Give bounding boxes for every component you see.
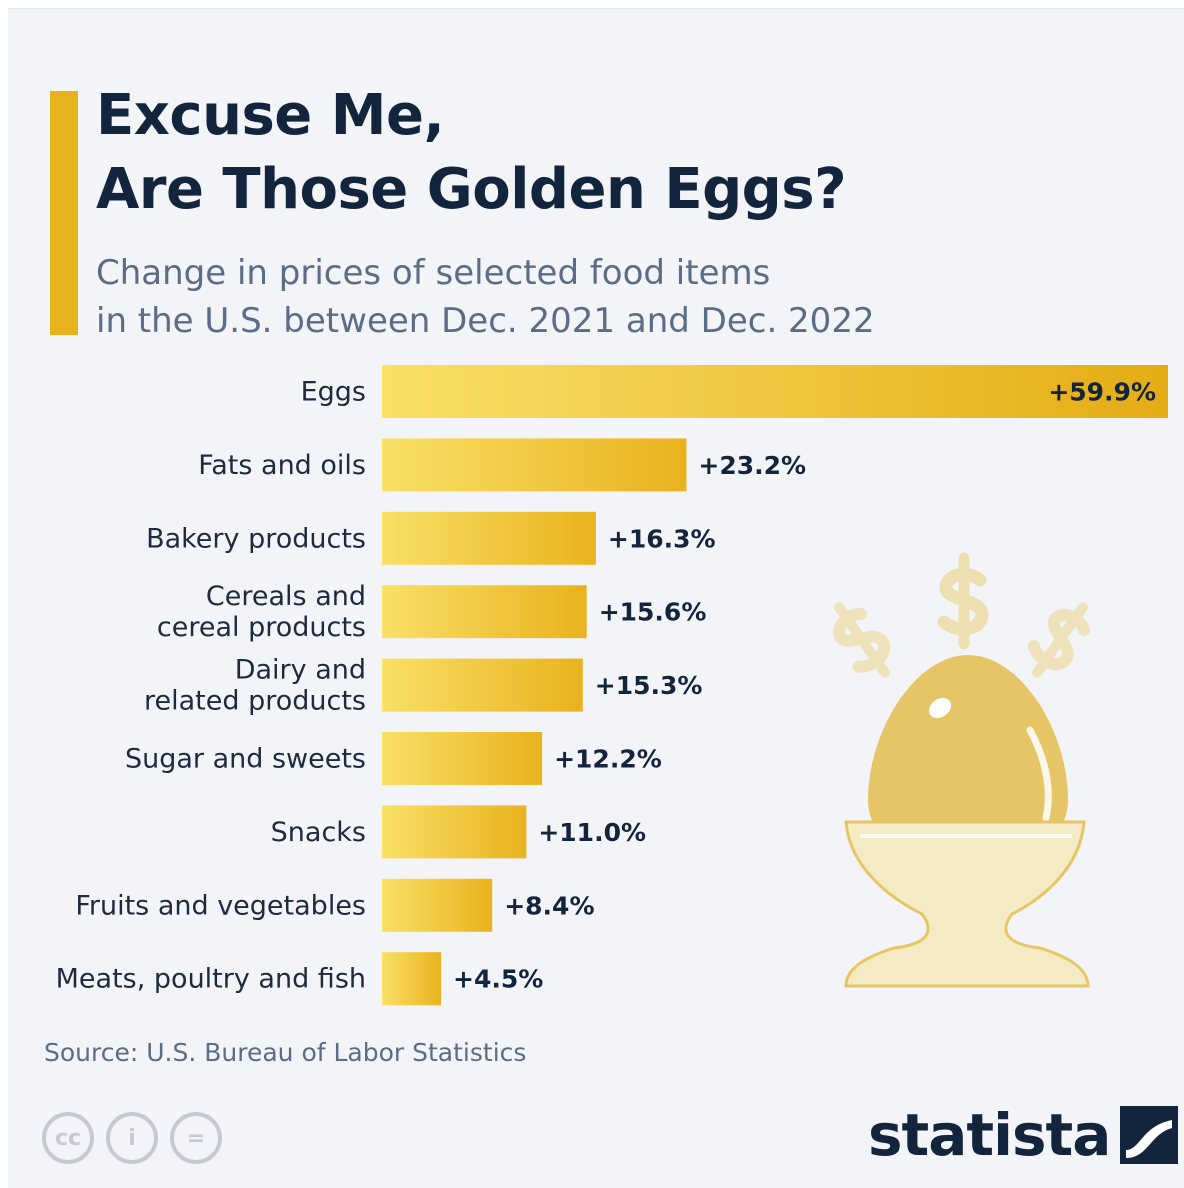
title-line-1: Excuse Me, bbox=[96, 83, 445, 148]
bar-4 bbox=[382, 658, 583, 712]
egg-icon bbox=[868, 655, 1068, 860]
category-label: Eggs bbox=[301, 377, 366, 408]
value-label: +15.6% bbox=[599, 598, 707, 627]
bar-7 bbox=[382, 878, 493, 932]
egg-cup-icon bbox=[844, 820, 1090, 988]
chart-subtitle: Change in prices of selected food items … bbox=[96, 249, 875, 345]
bar-6 bbox=[382, 805, 527, 859]
value-label: +8.4% bbox=[504, 891, 594, 920]
value-label: +4.5% bbox=[453, 965, 543, 994]
category-label: Bakery products bbox=[146, 523, 366, 554]
value-label: +11.0% bbox=[538, 818, 646, 847]
bar-0 bbox=[382, 365, 1168, 418]
page-title: Excuse Me, Are Those Golden Eggs? bbox=[96, 79, 847, 227]
bars-group: Eggs +59.9% Fats and oils +23.2% Bakery prod… bbox=[56, 365, 1168, 1006]
source-note: Source: U.S. Bureau of Labor Statistics bbox=[44, 1038, 527, 1067]
bar-5 bbox=[382, 732, 543, 785]
bar-8 bbox=[382, 952, 442, 1006]
category-label: Fats and oils bbox=[198, 450, 366, 481]
bar-3 bbox=[382, 585, 587, 639]
subtitle-line-2: in the U.S. between Dec. 2021 and Dec. 2… bbox=[96, 301, 875, 341]
attribution-icon[interactable]: i bbox=[106, 1112, 158, 1164]
bar-1 bbox=[382, 438, 687, 492]
dollar-sign-right-icon bbox=[1027, 602, 1091, 678]
brand-name: statista bbox=[868, 1101, 1111, 1169]
subtitle-line-1: Change in prices of selected food items bbox=[96, 253, 771, 293]
dollar-sign-left-icon bbox=[833, 602, 890, 678]
category-label: Fruits and vegetables bbox=[75, 890, 366, 921]
title-line-2: Are Those Golden Eggs? bbox=[96, 157, 847, 222]
category-label: Cereals and cereal products bbox=[157, 581, 366, 643]
category-label: Sugar and sweets bbox=[125, 744, 366, 775]
statista-logo-icon bbox=[1120, 1106, 1179, 1164]
license-icons: cc i = bbox=[42, 1112, 222, 1164]
golden-egg-illustration bbox=[833, 552, 1091, 988]
category-label: Meats, poultry and fish bbox=[56, 964, 366, 995]
category-label: Snacks bbox=[271, 817, 366, 848]
egg-shine bbox=[1026, 726, 1052, 822]
egg-highlight-spot bbox=[928, 697, 952, 719]
value-label: +23.2% bbox=[698, 451, 806, 480]
title-accent-bar bbox=[50, 91, 78, 335]
bar-chart: Eggs +59.9% Fats and oils +23.2% Bakery prod… bbox=[56, 365, 1168, 1006]
category-label: Dairy and related products bbox=[144, 655, 366, 717]
value-label: +15.3% bbox=[595, 671, 703, 700]
dollar-sign-center-icon bbox=[937, 552, 989, 650]
no-derivatives-icon[interactable]: = bbox=[170, 1112, 222, 1164]
value-label: +16.3% bbox=[608, 524, 716, 553]
value-label: +12.2% bbox=[554, 745, 662, 774]
value-label: +59.9% bbox=[1048, 378, 1156, 407]
statista-logo[interactable]: statista bbox=[868, 1100, 1179, 1170]
cc-icon[interactable]: cc bbox=[42, 1112, 94, 1164]
infographic-card: Excuse Me, Are Those Golden Eggs? Change… bbox=[8, 8, 1184, 1188]
bar-2 bbox=[382, 511, 596, 565]
